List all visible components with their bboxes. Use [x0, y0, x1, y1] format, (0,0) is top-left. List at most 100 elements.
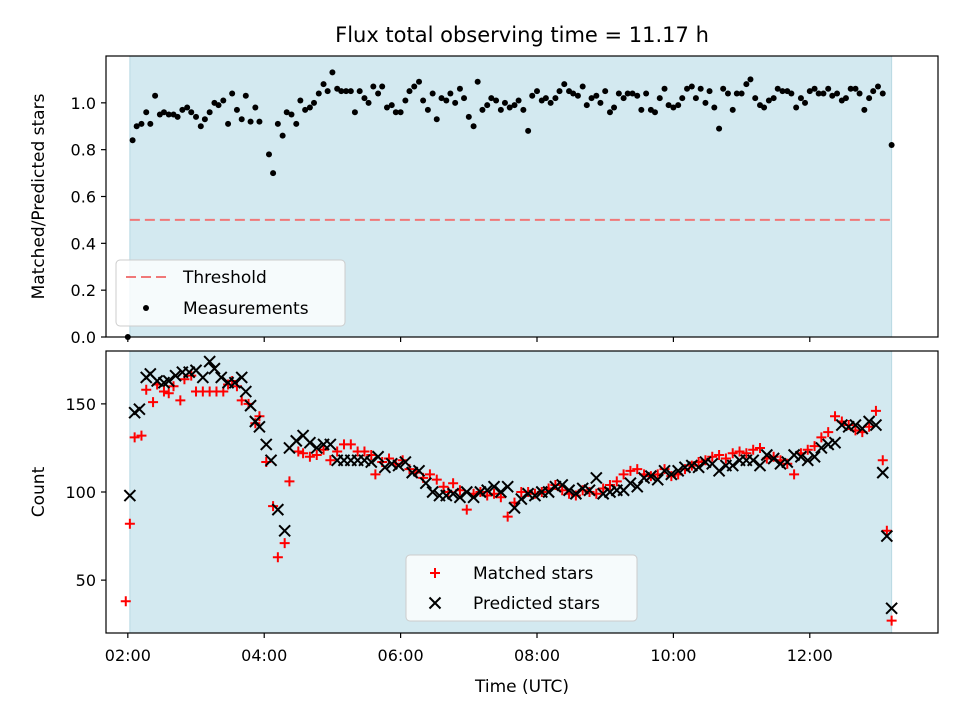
matched-star-point: [175, 395, 186, 406]
measurement-point: [702, 99, 709, 106]
measurement-point: [279, 132, 286, 139]
measurement-point: [806, 88, 813, 95]
predicted-star-point: [460, 485, 473, 499]
measurement-point: [583, 102, 590, 109]
predicted-star-point: [658, 464, 671, 478]
predicted-star-point: [264, 454, 278, 467]
predicted-star-point: [753, 459, 767, 472]
matched-star-point: [625, 465, 636, 476]
predicted-star-point: [644, 469, 658, 483]
measurement-point: [225, 120, 232, 127]
measurement-point: [729, 106, 736, 113]
matched-star-point: [768, 451, 779, 462]
measurement-point: [697, 85, 704, 92]
matched-star-point: [789, 469, 800, 480]
measurement-point: [274, 120, 281, 127]
predicted-star-point: [515, 492, 528, 506]
measurement-point: [733, 90, 740, 97]
measurement-point: [215, 102, 222, 109]
matched-star-point: [604, 479, 615, 490]
measurement-point: [692, 95, 699, 102]
matched-star-point: [886, 615, 897, 626]
measurement-point: [238, 116, 245, 123]
measurement-point: [479, 106, 486, 113]
measurement-point: [706, 88, 713, 95]
predicted-star-point: [562, 484, 576, 497]
matched-star-point: [659, 464, 670, 475]
measurement-point: [379, 83, 386, 90]
legend: Threshold Measurements: [115, 259, 346, 327]
predicted-star-point: [583, 484, 596, 497]
matched-star-point: [707, 451, 718, 462]
predicted-star-point: [569, 487, 583, 500]
predicted-star-point: [876, 466, 889, 479]
matched-star-point: [782, 458, 793, 469]
measurement-point: [288, 111, 295, 118]
matched-star-point: [741, 448, 752, 459]
measurement-point: [747, 76, 754, 83]
measurement-point: [433, 116, 440, 123]
measurement-point: [361, 95, 368, 102]
predicted-star-point: [556, 478, 569, 492]
measurement-point: [829, 92, 836, 99]
matched-star-point: [359, 446, 370, 457]
measurement-point: [525, 127, 532, 134]
predicted-star-point: [692, 461, 705, 474]
measurement-point: [465, 113, 472, 120]
measurement-point: [347, 88, 354, 95]
predicted-star-point: [880, 529, 894, 543]
predicted-star-point: [746, 454, 760, 467]
matched-star-point: [864, 421, 875, 432]
predicted-star-point: [862, 415, 876, 428]
measurement-point: [252, 104, 259, 111]
measurement-point: [201, 116, 208, 123]
predicted-star-point: [494, 485, 508, 499]
measurement-point: [629, 90, 636, 97]
x-tick-label: 10:00: [650, 646, 696, 665]
predicted-star-point: [528, 489, 542, 502]
matched-star-point: [284, 476, 295, 487]
matched-star-point: [136, 430, 147, 441]
predicted-star-point: [169, 369, 182, 382]
measurement-point: [311, 99, 317, 106]
matched-star-point: [298, 448, 309, 459]
measurement-point: [302, 106, 309, 113]
measurement-point: [133, 123, 140, 130]
predicted-star-point: [235, 371, 248, 384]
measurement-point: [265, 151, 272, 158]
matched-star-point: [272, 552, 283, 563]
measurement-point: [765, 97, 772, 104]
measurement-point: [484, 102, 491, 109]
measurement-point: [597, 99, 604, 106]
matched-star-point: [345, 439, 356, 450]
measurement-point: [720, 85, 727, 92]
matched-star-point: [734, 446, 745, 457]
measurement-point: [343, 88, 350, 95]
count-panel: 02:00 04:00 06:00 08:00 10:00 12:00 50 100 150 Co…: [29, 350, 939, 697]
measurement-point: [411, 83, 418, 90]
predicted-star-point: [590, 471, 603, 485]
measurement-point: [383, 104, 390, 111]
predicted-star-point: [794, 450, 808, 463]
legend-box: [405, 554, 638, 622]
measurement-point: [624, 90, 631, 97]
predicted-star-point: [365, 455, 378, 469]
measurement-point: [856, 90, 863, 97]
measurement-point: [338, 88, 345, 95]
predicted-star-point: [671, 464, 685, 478]
measurement-point: [520, 106, 527, 113]
matched-star-point: [448, 478, 459, 489]
measurement-point: [861, 106, 868, 113]
matched-star-point: [431, 474, 442, 485]
predicted-star-point: [712, 464, 726, 478]
measurement-point: [866, 95, 873, 102]
predicted-star-point: [869, 418, 883, 432]
measurement-point: [220, 97, 227, 104]
predicted-star-point: [624, 476, 637, 490]
y-axis-label: Count: [29, 466, 49, 517]
measurement-point: [542, 95, 549, 102]
predicted-star-point: [412, 464, 426, 478]
legend-measurement-swatch: [143, 305, 149, 311]
measurement-point: [174, 113, 181, 120]
